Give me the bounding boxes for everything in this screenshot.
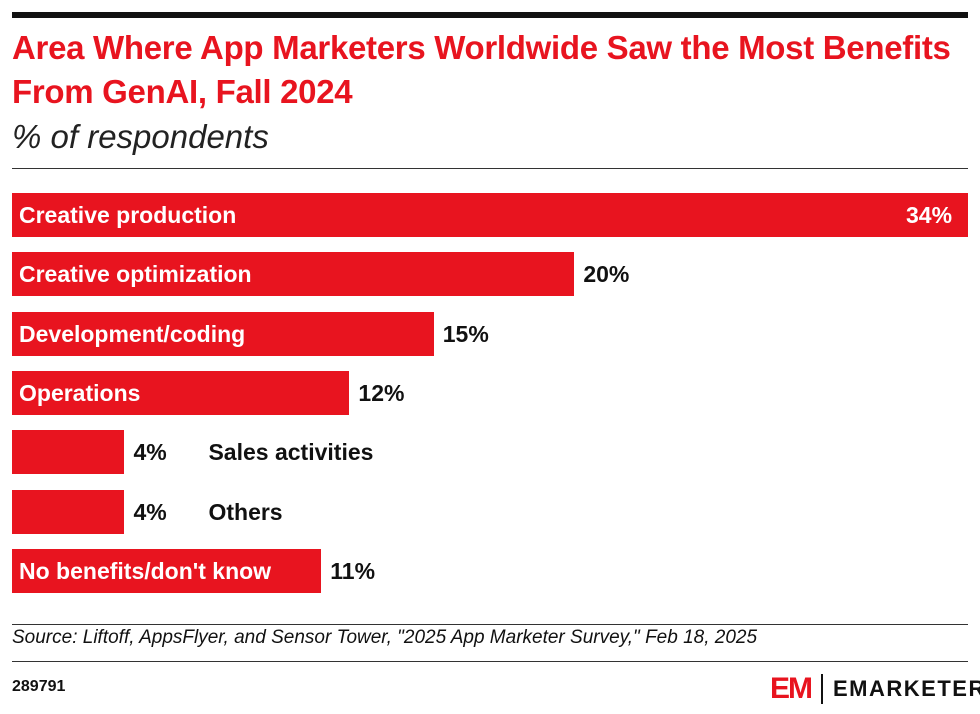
category-label: No benefits/don't know — [19, 557, 272, 584]
chart-title: Area Where App Marketers Worldwide Saw t… — [12, 29, 951, 110]
category-label: Sales activities — [208, 439, 374, 466]
chart-subtitle: % of respondents — [12, 118, 269, 155]
bottom-divider — [12, 661, 968, 662]
logo-mark: EM — [770, 672, 813, 705]
emarketer-logo: EM EMARKETER — [770, 672, 980, 706]
logo-text: EMARKETER — [833, 676, 980, 701]
value-label: 20% — [583, 261, 630, 288]
value-label: 34% — [906, 202, 953, 228]
source-note: Source: Liftoff, AppsFlyer, and Sensor T… — [12, 627, 758, 648]
value-label: 4% — [133, 498, 167, 525]
value-label: 12% — [358, 379, 405, 406]
header-divider — [12, 168, 968, 169]
bar-0 — [12, 193, 968, 237]
category-label: Others — [208, 498, 283, 525]
category-label: Development/coding — [19, 320, 246, 347]
category-label: Creative optimization — [19, 261, 252, 288]
bar-3 — [12, 370, 350, 415]
category-label: Operations — [19, 379, 141, 406]
value-label: 4% — [133, 439, 167, 466]
category-label: Creative production — [19, 202, 237, 228]
chart-id: 289791 — [12, 678, 66, 695]
bar-1 — [12, 252, 575, 297]
bar-5 — [12, 489, 125, 534]
top-bar — [12, 12, 968, 18]
value-label: 15% — [442, 320, 489, 347]
bar-4 — [12, 430, 125, 475]
bar-2 — [12, 311, 434, 356]
bar-6 — [12, 548, 322, 593]
logo-separator — [821, 674, 823, 704]
value-label: 11% — [330, 557, 376, 584]
footer-divider — [12, 624, 968, 625]
